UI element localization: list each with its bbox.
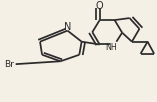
Text: NH: NH — [106, 43, 117, 52]
Text: N: N — [64, 22, 71, 32]
Text: O: O — [96, 1, 103, 11]
Text: Br: Br — [4, 60, 14, 69]
